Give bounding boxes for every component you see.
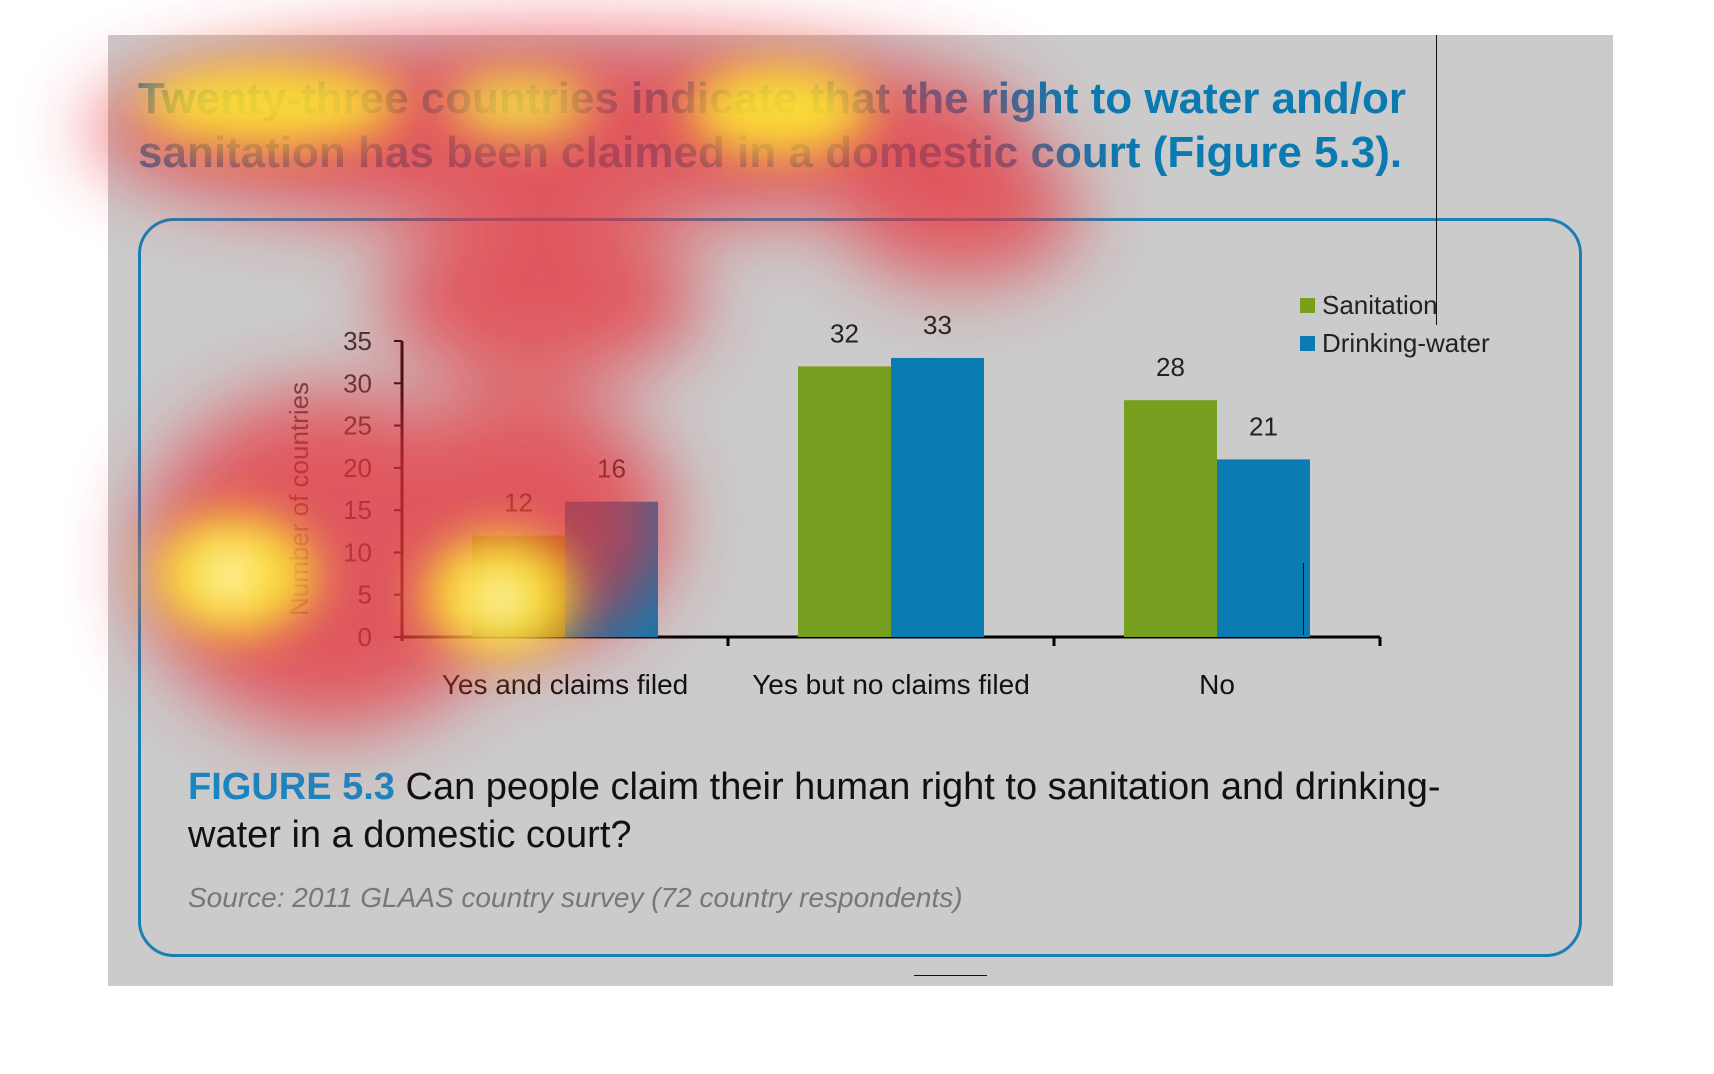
data-label: 16 [597,454,626,484]
chart-bars [472,357,1310,637]
y-tick-label: 15 [343,495,372,525]
data-label: 28 [1156,352,1185,382]
data-label: 12 [504,488,533,518]
data-label: 32 [830,318,859,348]
legend-swatch [1300,336,1315,351]
x-category-label: Yes and claims filed [442,669,688,700]
gaze-line-short [1303,563,1304,635]
y-tick-label: 10 [343,537,372,567]
y-tick-label: 35 [343,326,372,356]
bar-drinking-water [565,501,658,637]
figure-caption-text: Can people claim their human right to sa… [188,766,1441,856]
y-axis-label: Number of countries [284,382,314,616]
bar-drinking-water [1217,459,1310,637]
figure-caption: FIGURE 5.3 Can people claim their human … [188,763,1468,859]
data-label: 33 [923,310,952,340]
legend-label: Drinking-water [1322,328,1490,358]
data-label: 21 [1249,411,1278,441]
bar-drinking-water [891,357,984,637]
y-tick-label: 0 [358,622,372,652]
y-tick-label: 25 [343,411,372,441]
gaze-line-horizontal [914,975,987,976]
source-note: Source: 2011 GLAAS country survey (72 co… [188,882,963,913]
legend-label: Sanitation [1322,290,1438,320]
legend-swatch [1300,298,1315,313]
x-category-label: No [1199,669,1235,700]
y-tick-label: 30 [343,368,372,398]
y-tick-label: 20 [343,453,372,483]
chart-legend: Sanitation Drinking-water [1300,290,1490,358]
x-category-label: Yes but no claims filed [752,669,1030,700]
bar-sanitation [1124,400,1217,637]
bar-sanitation [472,535,565,637]
bar-sanitation [798,366,891,637]
y-tick-label: 5 [358,580,372,610]
gaze-line-vertical [1436,35,1437,325]
figure-number: FIGURE 5.3 [188,766,395,808]
